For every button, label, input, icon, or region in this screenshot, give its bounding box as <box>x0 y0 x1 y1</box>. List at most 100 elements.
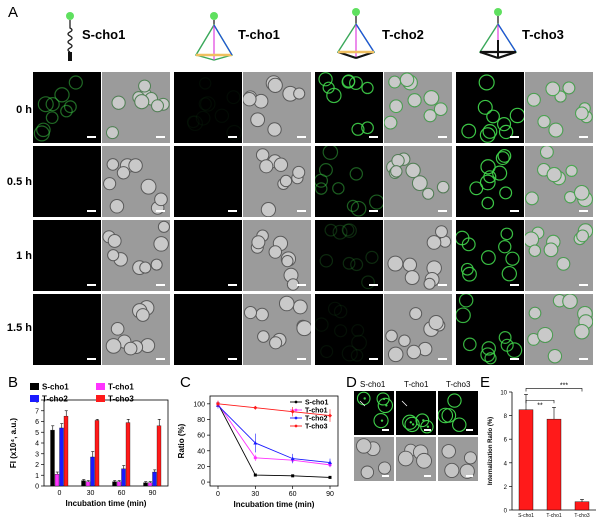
cell-membrane <box>404 416 420 433</box>
cell-field <box>174 294 242 365</box>
scale-bar <box>382 429 389 431</box>
y-tick-label: 1 <box>35 473 39 480</box>
cell-membrane <box>45 111 59 125</box>
chart-c: 0 20 40 60 80 100 0 30 60 90 S-cho1T-cho1T-cho2T-c… <box>177 395 339 509</box>
scale-bar <box>297 210 306 212</box>
cell-membrane <box>438 407 454 424</box>
cell-outline <box>436 180 450 194</box>
d-label-t-cho1: T-cho1 <box>404 380 429 389</box>
x-tick-label: T-cho1 <box>546 513 562 518</box>
internalized-spot <box>411 423 415 426</box>
cell-membrane-overlay <box>554 90 567 103</box>
d-label-s-cho1: S-cho1 <box>360 380 386 389</box>
scale-bar <box>438 358 447 360</box>
cell-membrane <box>226 90 241 105</box>
scale-bar <box>369 284 378 286</box>
cell-membrane <box>324 223 338 237</box>
cell-outline <box>378 461 392 475</box>
cell-field <box>105 300 156 356</box>
cell-outline <box>251 235 266 250</box>
cell-membrane <box>369 194 383 210</box>
cell-membrane <box>349 76 363 91</box>
bar <box>85 481 91 487</box>
fluorescence-image <box>315 146 383 217</box>
fluorescence-image <box>396 391 436 435</box>
significance-bracket <box>525 399 555 404</box>
cell-membrane <box>226 124 242 141</box>
brightfield-image <box>243 72 311 143</box>
internalized-spot <box>426 425 430 428</box>
chart-b: 0123456780306090S-cho1T-cho1T-cho2T-cho3… <box>9 383 169 508</box>
data-point <box>328 460 332 465</box>
cell-membrane <box>478 74 495 91</box>
cell-membrane <box>332 224 348 240</box>
cell-membrane <box>365 250 379 264</box>
cell-outline <box>398 334 411 347</box>
cell-membrane-overlay <box>537 327 554 343</box>
cell-field <box>243 75 306 137</box>
cell-membrane <box>361 81 374 95</box>
cell-membrane-overlay <box>138 79 151 93</box>
cell-membrane <box>483 170 497 184</box>
cell-field <box>525 223 593 271</box>
cell-membrane <box>187 115 203 132</box>
cell-outline <box>459 463 475 479</box>
cell-membrane <box>479 127 496 143</box>
cell-membrane <box>373 413 389 429</box>
cell-outline <box>140 178 157 195</box>
cell-membrane-overlay <box>106 126 119 140</box>
cell-membrane <box>346 199 360 213</box>
x-tick-label: 90 <box>149 490 157 497</box>
cell-outline <box>267 122 282 137</box>
cell-field <box>174 220 242 291</box>
scale-bar <box>466 475 473 477</box>
cell-membrane <box>500 227 514 241</box>
cell-membrane-overlay <box>574 324 590 340</box>
cell-membrane <box>342 256 356 270</box>
cell-field <box>387 225 452 290</box>
cell-membrane-overlay <box>399 72 415 87</box>
cell-membrane <box>327 301 343 316</box>
scale-bar <box>297 358 306 360</box>
scale-bar <box>579 284 588 286</box>
bar <box>152 471 157 487</box>
cell-membrane <box>318 72 333 87</box>
brightfield-image <box>396 437 436 481</box>
y-axis-label: Ratio (%) <box>177 423 186 458</box>
fluorescence-image <box>438 391 478 435</box>
panel-letter-e: E <box>480 374 491 391</box>
y-tick-label: 100 <box>193 401 205 408</box>
panel-letter-c: C <box>180 374 191 391</box>
cell-outline <box>153 236 169 252</box>
legend-label: S-cho1 <box>305 400 328 407</box>
cell-field <box>318 72 374 136</box>
cell-membrane <box>342 223 357 238</box>
brightfield-image <box>354 437 394 481</box>
cell-membrane-overlay <box>151 99 164 113</box>
molecule-schematics <box>66 8 518 61</box>
cell-membrane-overlay <box>527 92 541 107</box>
cell-outline <box>151 99 164 113</box>
t-cho3-schematic <box>478 8 518 60</box>
legend-label: S-cho1 <box>42 383 69 392</box>
cell-outline <box>281 255 294 268</box>
cell-membrane <box>496 117 512 132</box>
cell-outline <box>428 314 444 331</box>
legend-label: T-cho2 <box>305 416 328 423</box>
scale-bar <box>87 210 96 212</box>
legend-swatch <box>30 383 39 390</box>
cell-outline <box>105 126 119 140</box>
cell-outline <box>123 341 138 356</box>
cell-membrane <box>509 107 524 124</box>
cell-membrane <box>361 275 375 290</box>
bar <box>156 425 162 487</box>
data-point <box>328 475 332 479</box>
cell-membrane <box>447 393 462 408</box>
x-axis-label: Incubation time (min) <box>234 500 315 509</box>
internalized-spot <box>363 397 366 400</box>
arrow-marker <box>359 400 366 407</box>
cell-membrane <box>214 108 230 123</box>
y-tick-label: 3 <box>35 451 39 458</box>
cell-membrane-overlay <box>540 146 554 159</box>
